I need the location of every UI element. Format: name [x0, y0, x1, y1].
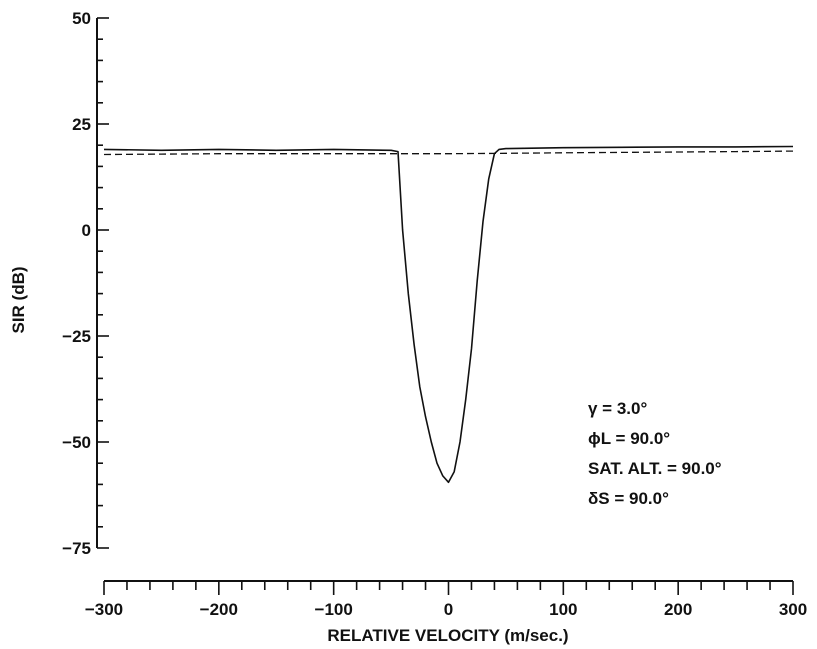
- y-tick-label: −50: [62, 433, 91, 452]
- annotation-gamma: γ = 3.0°: [588, 399, 647, 418]
- x-tick-label: 300: [779, 600, 807, 619]
- annotation-delta-s: δS = 90.0°: [588, 489, 669, 508]
- y-tick-label: 0: [82, 221, 91, 240]
- y-tick-label: 50: [72, 9, 91, 28]
- sir-solid-line: [103, 145, 794, 484]
- x-tick-label: −300: [85, 600, 123, 619]
- y-tick-label: −75: [62, 539, 91, 558]
- y-tick-label: −25: [62, 327, 91, 346]
- annotation-phi-l: ϕL = 90.0°: [588, 429, 670, 448]
- y-tick-label: 25: [72, 115, 91, 134]
- x-tick-label: −100: [315, 600, 353, 619]
- annotation-sat-alt: SAT. ALT. = 90.0°: [588, 459, 722, 478]
- x-tick-label: 100: [549, 600, 577, 619]
- y-axis: 50 25 0 −25 −50 −75: [62, 9, 109, 558]
- x-axis: −300 −200 −100 0 100 200 300: [85, 580, 807, 619]
- x-tick-label: 0: [444, 600, 453, 619]
- series-layer: [103, 145, 794, 484]
- x-tick-label: 200: [664, 600, 692, 619]
- y-axis-title: SIR (dB): [9, 266, 28, 333]
- sir-dashed-line: [103, 150, 794, 156]
- x-tick-label: −200: [200, 600, 238, 619]
- x-axis-title: RELATIVE VELOCITY (m/sec.): [327, 626, 568, 645]
